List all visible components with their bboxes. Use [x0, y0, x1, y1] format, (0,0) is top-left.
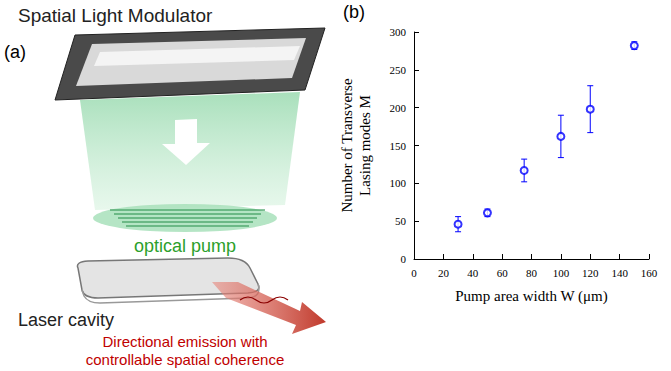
html-text:(b): (b)	[343, 2, 365, 22]
svg-text:100: 100	[390, 177, 407, 189]
svg-text:120: 120	[582, 267, 599, 279]
svg-text:50: 50	[395, 215, 407, 227]
svg-text:160: 160	[641, 267, 658, 279]
svg-text:250: 250	[390, 64, 407, 76]
svg-text:100: 100	[553, 267, 570, 279]
svg-text:Number of Transverse: Number of Transverse	[339, 78, 355, 212]
svg-text:Pump area width W (μm): Pump area width W (μm)	[455, 288, 607, 305]
svg-text:300: 300	[390, 26, 407, 38]
svg-text:Lasing modes M: Lasing modes M	[357, 95, 373, 196]
svg-text:140: 140	[611, 267, 628, 279]
svg-text:150: 150	[390, 140, 407, 152]
svg-text:200: 200	[390, 102, 407, 114]
svg-text:80: 80	[526, 267, 538, 279]
svg-text:20: 20	[438, 267, 450, 279]
svg-text:optical pump: optical pump	[134, 236, 236, 256]
svg-text:(a): (a)	[4, 42, 26, 62]
svg-text:0: 0	[411, 267, 417, 279]
svg-text:Directional emission withcontr: Directional emission withcontrollable sp…	[86, 333, 284, 368]
svg-text:60: 60	[497, 267, 509, 279]
svg-text:40: 40	[467, 267, 479, 279]
svg-text:0: 0	[401, 253, 407, 265]
svg-text:Spatial Light Modulator: Spatial Light Modulator	[18, 5, 213, 26]
svg-text:Laser cavity: Laser cavity	[18, 310, 114, 330]
